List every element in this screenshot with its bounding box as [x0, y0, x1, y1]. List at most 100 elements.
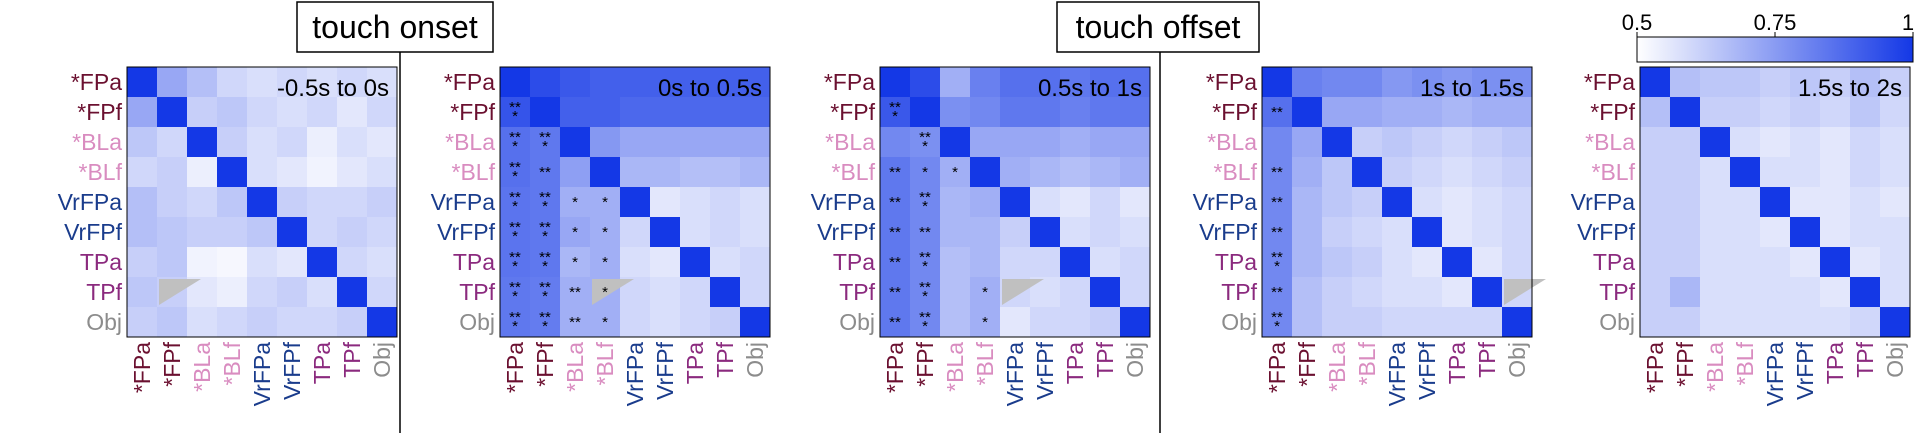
heatmap-cell	[500, 247, 531, 278]
nan-region	[1504, 279, 1546, 305]
heatmap-cell	[560, 97, 591, 128]
heatmap-panel: ** *** *** *** * **** *** * * *** *** * * *** *** * * ***…	[431, 66, 771, 406]
heatmap-cell	[970, 187, 1001, 218]
heatmap-cell	[127, 217, 158, 248]
heatmap-cell	[560, 157, 591, 188]
heatmap-cell	[1442, 217, 1473, 248]
heatmap-cell	[1850, 157, 1881, 188]
significance-marker: **	[889, 194, 901, 211]
heatmap-cell	[650, 127, 681, 158]
heatmap-cell	[1472, 127, 1503, 158]
column-label: *BLa	[189, 342, 215, 392]
heatmap-cell	[970, 127, 1001, 158]
heatmap-cell	[1060, 97, 1091, 128]
heatmap-cell	[1730, 217, 1761, 248]
heatmap-cell	[337, 187, 368, 218]
heatmap-cell	[217, 97, 248, 128]
column-label: Obj	[1504, 342, 1530, 378]
heatmap-cell	[1880, 187, 1911, 218]
colorbar-tick-label: 1	[1902, 10, 1914, 35]
colorbar-gradient	[1636, 36, 1914, 63]
significance-marker: ** *	[539, 189, 551, 215]
row-label: Obj	[86, 309, 122, 335]
row-label: *FPf	[1212, 99, 1257, 125]
heatmap-cell	[1880, 157, 1911, 188]
row-label: *BLa	[445, 129, 495, 155]
significance-marker: ** *	[919, 249, 931, 275]
heatmap-cell	[247, 97, 278, 128]
row-label: TPf	[1599, 279, 1635, 305]
heatmap-cell	[880, 157, 911, 188]
heatmap-cell	[157, 187, 188, 218]
heatmap-cell	[530, 67, 561, 98]
heatmap-cell	[1060, 217, 1091, 248]
heatmap-cell	[187, 157, 218, 188]
heatmap-cell	[940, 307, 971, 338]
heatmap-cell	[157, 157, 188, 188]
heatmap-cell	[1472, 97, 1503, 128]
heatmap-cell	[1850, 307, 1881, 338]
row-label: TPf	[839, 279, 875, 305]
significance-marker: *	[572, 254, 578, 271]
heatmap-cell	[880, 247, 911, 278]
heatmap-cell	[1352, 187, 1383, 218]
heatmap-cell	[127, 187, 158, 218]
heatmap-cell	[530, 157, 561, 188]
heatmap-cell	[1670, 127, 1701, 158]
heatmap-cell	[1850, 187, 1881, 218]
heatmap-cell	[277, 307, 308, 338]
heatmap-cell	[910, 307, 941, 338]
heatmap-cell	[1000, 127, 1031, 158]
heatmap-cell	[367, 307, 398, 338]
heatmap-cell	[1790, 247, 1821, 278]
significance-marker: ** *	[509, 249, 521, 275]
heatmap-cell	[1030, 247, 1061, 278]
heatmap-cell	[530, 187, 561, 218]
heatmap-cell	[1760, 247, 1791, 278]
heatmap-cell	[247, 307, 278, 338]
heatmap-cell	[1760, 157, 1791, 188]
heatmap-cell	[1700, 157, 1731, 188]
heatmap-cell	[1292, 97, 1323, 128]
significance-marker: **	[889, 314, 901, 331]
heatmap-cell	[880, 307, 911, 338]
heatmap-cell	[500, 67, 531, 98]
column-label: *BLa	[942, 342, 968, 392]
heatmap-cell	[337, 97, 368, 128]
column-label: Obj	[742, 342, 768, 378]
heatmap-cell	[1000, 157, 1031, 188]
column-label: *FPa	[1264, 342, 1290, 393]
heatmap-cell	[1790, 127, 1821, 158]
heatmap-cell	[710, 97, 741, 128]
column-label: TPf	[1092, 341, 1118, 377]
row-label: *BLf	[1592, 159, 1636, 185]
heatmap-cell	[187, 67, 218, 98]
significance-marker: *	[602, 284, 608, 301]
heatmap-cell	[1292, 67, 1323, 98]
column-label: *BLf	[592, 341, 618, 385]
column-label: VrFPf	[652, 341, 678, 400]
significance-marker: ** *	[1271, 249, 1283, 275]
heatmap-cell	[307, 187, 338, 218]
heatmap-cell	[1640, 307, 1671, 338]
heatmap-cell	[560, 67, 591, 98]
column-label: *FPf	[912, 341, 938, 386]
heatmap-cell	[940, 277, 971, 308]
heatmap-cell	[247, 187, 278, 218]
heatmap-cell	[127, 67, 158, 98]
heatmap-cell	[277, 127, 308, 158]
heatmap-cell	[590, 247, 621, 278]
colorbar-tick-label: 0.75	[1754, 10, 1797, 35]
heatmap-cell	[710, 67, 741, 98]
heatmap-cell	[680, 157, 711, 188]
column-label: TPf	[712, 341, 738, 377]
heatmap-cell	[1120, 307, 1151, 338]
heatmap-cell	[680, 97, 711, 128]
heatmap-cell	[337, 307, 368, 338]
heatmap-cell	[277, 97, 308, 128]
heatmap-cell	[157, 217, 188, 248]
heatmap-cell	[1090, 97, 1121, 128]
heatmap-cell	[1640, 127, 1671, 158]
heatmap-cell	[1442, 247, 1473, 278]
heatmap-cell	[187, 97, 218, 128]
